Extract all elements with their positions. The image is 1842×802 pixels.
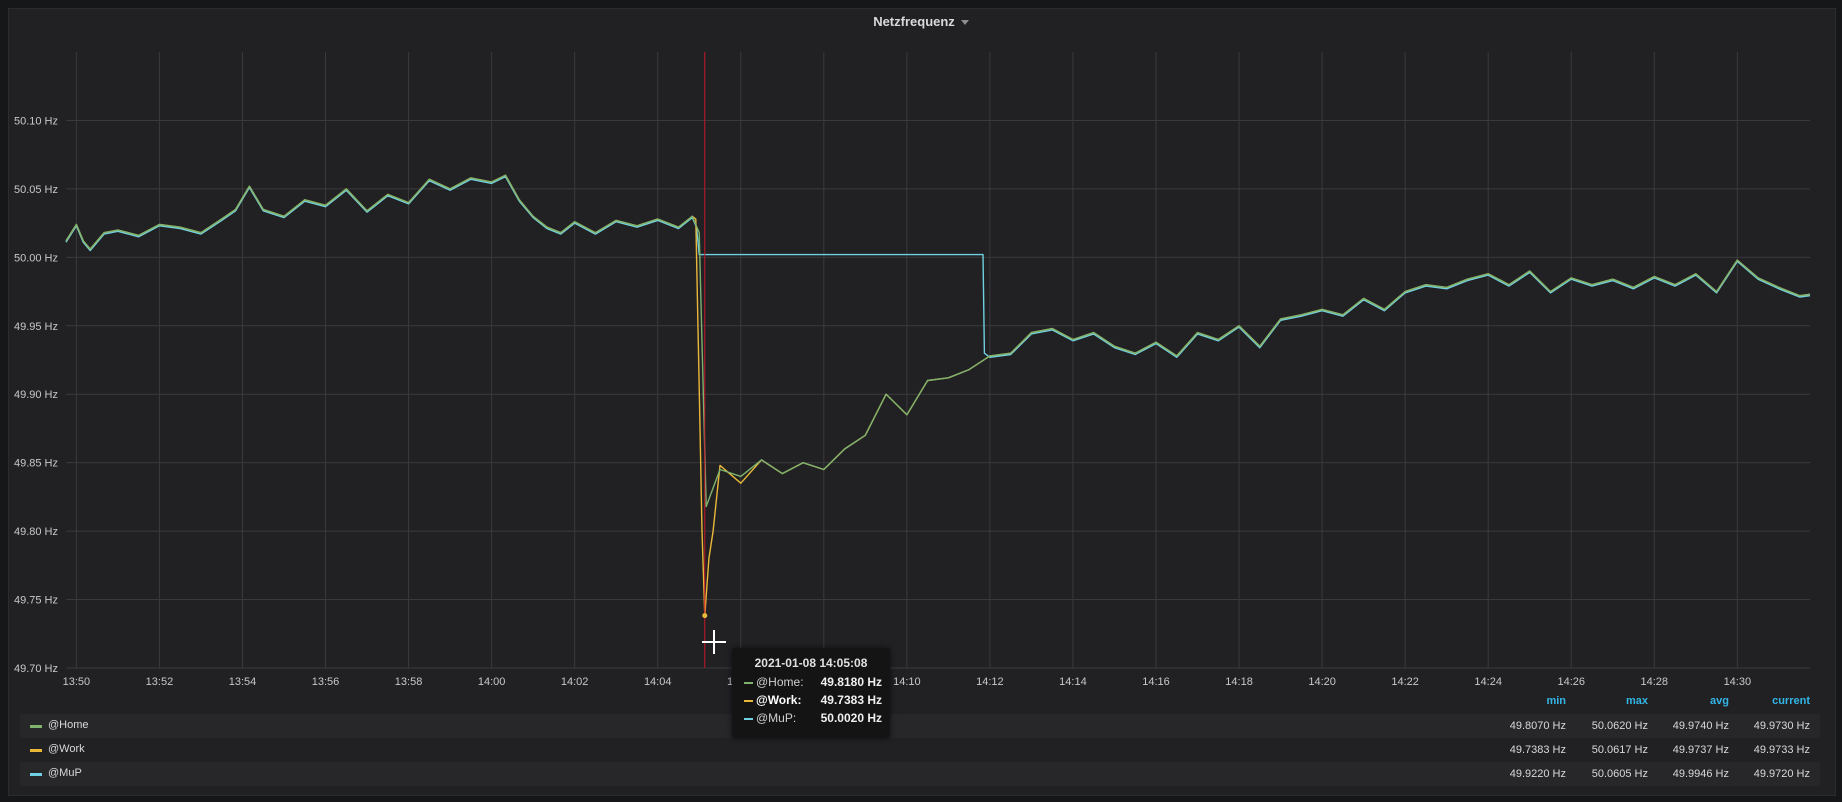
- legend-min: 49.7383 Hz: [1509, 744, 1566, 756]
- tooltip-series-name: @MuP:: [756, 711, 797, 725]
- y-tick-label: 49.75 Hz: [14, 595, 58, 607]
- y-tick-label: 49.70 Hz: [14, 663, 58, 675]
- legend-max: 50.0620 Hz: [1591, 720, 1648, 732]
- y-tick-label: 49.80 Hz: [14, 526, 58, 538]
- legend-swatch-mup: [30, 773, 42, 776]
- legend-avg: 49.9740 Hz: [1672, 720, 1729, 732]
- crosshair-cursor-icon: [702, 630, 726, 654]
- series-line-work[interactable]: [65, 174, 1811, 617]
- x-tick-label: 14:00: [478, 676, 506, 688]
- legend-avg: 49.9737 Hz: [1672, 744, 1729, 756]
- graph-panel: [8, 8, 1836, 796]
- legend-header-current[interactable]: current: [1772, 695, 1810, 707]
- x-tick-label: 14:22: [1391, 676, 1419, 688]
- tooltip-swatch: [744, 718, 753, 720]
- x-tick-label: 14:28: [1641, 676, 1669, 688]
- x-tick-label: 13:56: [312, 676, 340, 688]
- series-line-mup[interactable]: [65, 175, 1811, 358]
- legend-min: 49.9220 Hz: [1509, 768, 1566, 780]
- tooltip-series-value: 49.7383 Hz: [820, 693, 882, 707]
- legend-avg: 49.9946 Hz: [1672, 768, 1729, 780]
- legend-header-max[interactable]: max: [1625, 695, 1648, 707]
- legend-current: 49.9720 Hz: [1753, 768, 1810, 780]
- legend-row-work[interactable]: @Work 49.7383 Hz 50.0617 Hz 49.9737 Hz 4…: [20, 738, 1820, 762]
- x-tick-label: 13:50: [63, 676, 91, 688]
- x-tick-label: 14:20: [1308, 676, 1336, 688]
- x-tick-label: 14:14: [1059, 676, 1087, 688]
- x-tick-label: 13:54: [229, 676, 257, 688]
- legend-series-name[interactable]: @Home: [48, 719, 89, 731]
- x-tick-label: 14:10: [893, 676, 921, 688]
- x-tick-label: 13:52: [146, 676, 174, 688]
- legend-min: 49.8070 Hz: [1509, 720, 1566, 732]
- legend-swatch-work: [30, 749, 42, 752]
- x-tick-label: 13:58: [395, 676, 423, 688]
- tooltip-series-name: @Work:: [756, 693, 802, 707]
- legend-max: 50.0605 Hz: [1591, 768, 1648, 780]
- panel-title-text[interactable]: Netzfrequenz: [873, 14, 955, 29]
- tooltip-series-value: 50.0020 Hz: [820, 711, 882, 725]
- tooltip-row-work: @Work: 49.7383 Hz: [744, 693, 882, 709]
- y-tick-label: 50.00 Hz: [14, 252, 58, 264]
- hover-point: [702, 613, 708, 619]
- x-tick-label: 14:12: [976, 676, 1004, 688]
- y-tick-label: 49.90 Hz: [14, 389, 58, 401]
- y-tick-label: 49.95 Hz: [14, 321, 58, 333]
- tooltip-time: 2021-01-08 14:05:08: [754, 656, 868, 670]
- legend-header-avg[interactable]: avg: [1710, 695, 1729, 707]
- tooltip-swatch: [744, 700, 753, 702]
- hover-tooltip: 2021-01-08 14:05:08 @Home: 49.8180 Hz @W…: [732, 648, 890, 738]
- tooltip-row-home: @Home: 49.8180 Hz: [744, 675, 882, 691]
- legend-row-mup[interactable]: @MuP 49.9220 Hz 50.0605 Hz 49.9946 Hz 49…: [20, 762, 1820, 786]
- x-tick-label: 14:26: [1557, 676, 1585, 688]
- legend-row-home[interactable]: @Home 49.8070 Hz 50.0620 Hz 49.9740 Hz 4…: [20, 714, 1820, 738]
- series-line-home[interactable]: [65, 174, 1811, 508]
- x-tick-label: 14:24: [1474, 676, 1502, 688]
- panel-title[interactable]: Netzfrequenz: [0, 14, 1842, 29]
- x-tick-label: 14:04: [644, 676, 672, 688]
- tooltip-swatch: [744, 682, 753, 684]
- tooltip-series-name: @Home:: [756, 675, 804, 689]
- x-tick-label: 14:02: [561, 676, 589, 688]
- legend-swatch-home: [30, 725, 42, 728]
- legend-series-name[interactable]: @Work: [48, 743, 85, 755]
- x-tick-label: 14:30: [1724, 676, 1752, 688]
- legend-current: 49.9730 Hz: [1753, 720, 1810, 732]
- legend-max: 50.0617 Hz: [1591, 744, 1648, 756]
- y-tick-label: 50.10 Hz: [14, 115, 58, 127]
- x-tick-label: 14:16: [1142, 676, 1170, 688]
- legend-series-name[interactable]: @MuP: [48, 767, 82, 779]
- legend-current: 49.9733 Hz: [1753, 744, 1810, 756]
- y-tick-label: 50.05 Hz: [14, 184, 58, 196]
- tooltip-row-mup: @MuP: 50.0020 Hz: [744, 711, 882, 727]
- legend-header-min[interactable]: min: [1546, 695, 1566, 707]
- tooltip-series-value: 49.8180 Hz: [820, 675, 882, 689]
- y-tick-label: 49.85 Hz: [14, 458, 58, 470]
- x-tick-label: 14:18: [1225, 676, 1253, 688]
- chevron-down-icon[interactable]: [960, 20, 969, 26]
